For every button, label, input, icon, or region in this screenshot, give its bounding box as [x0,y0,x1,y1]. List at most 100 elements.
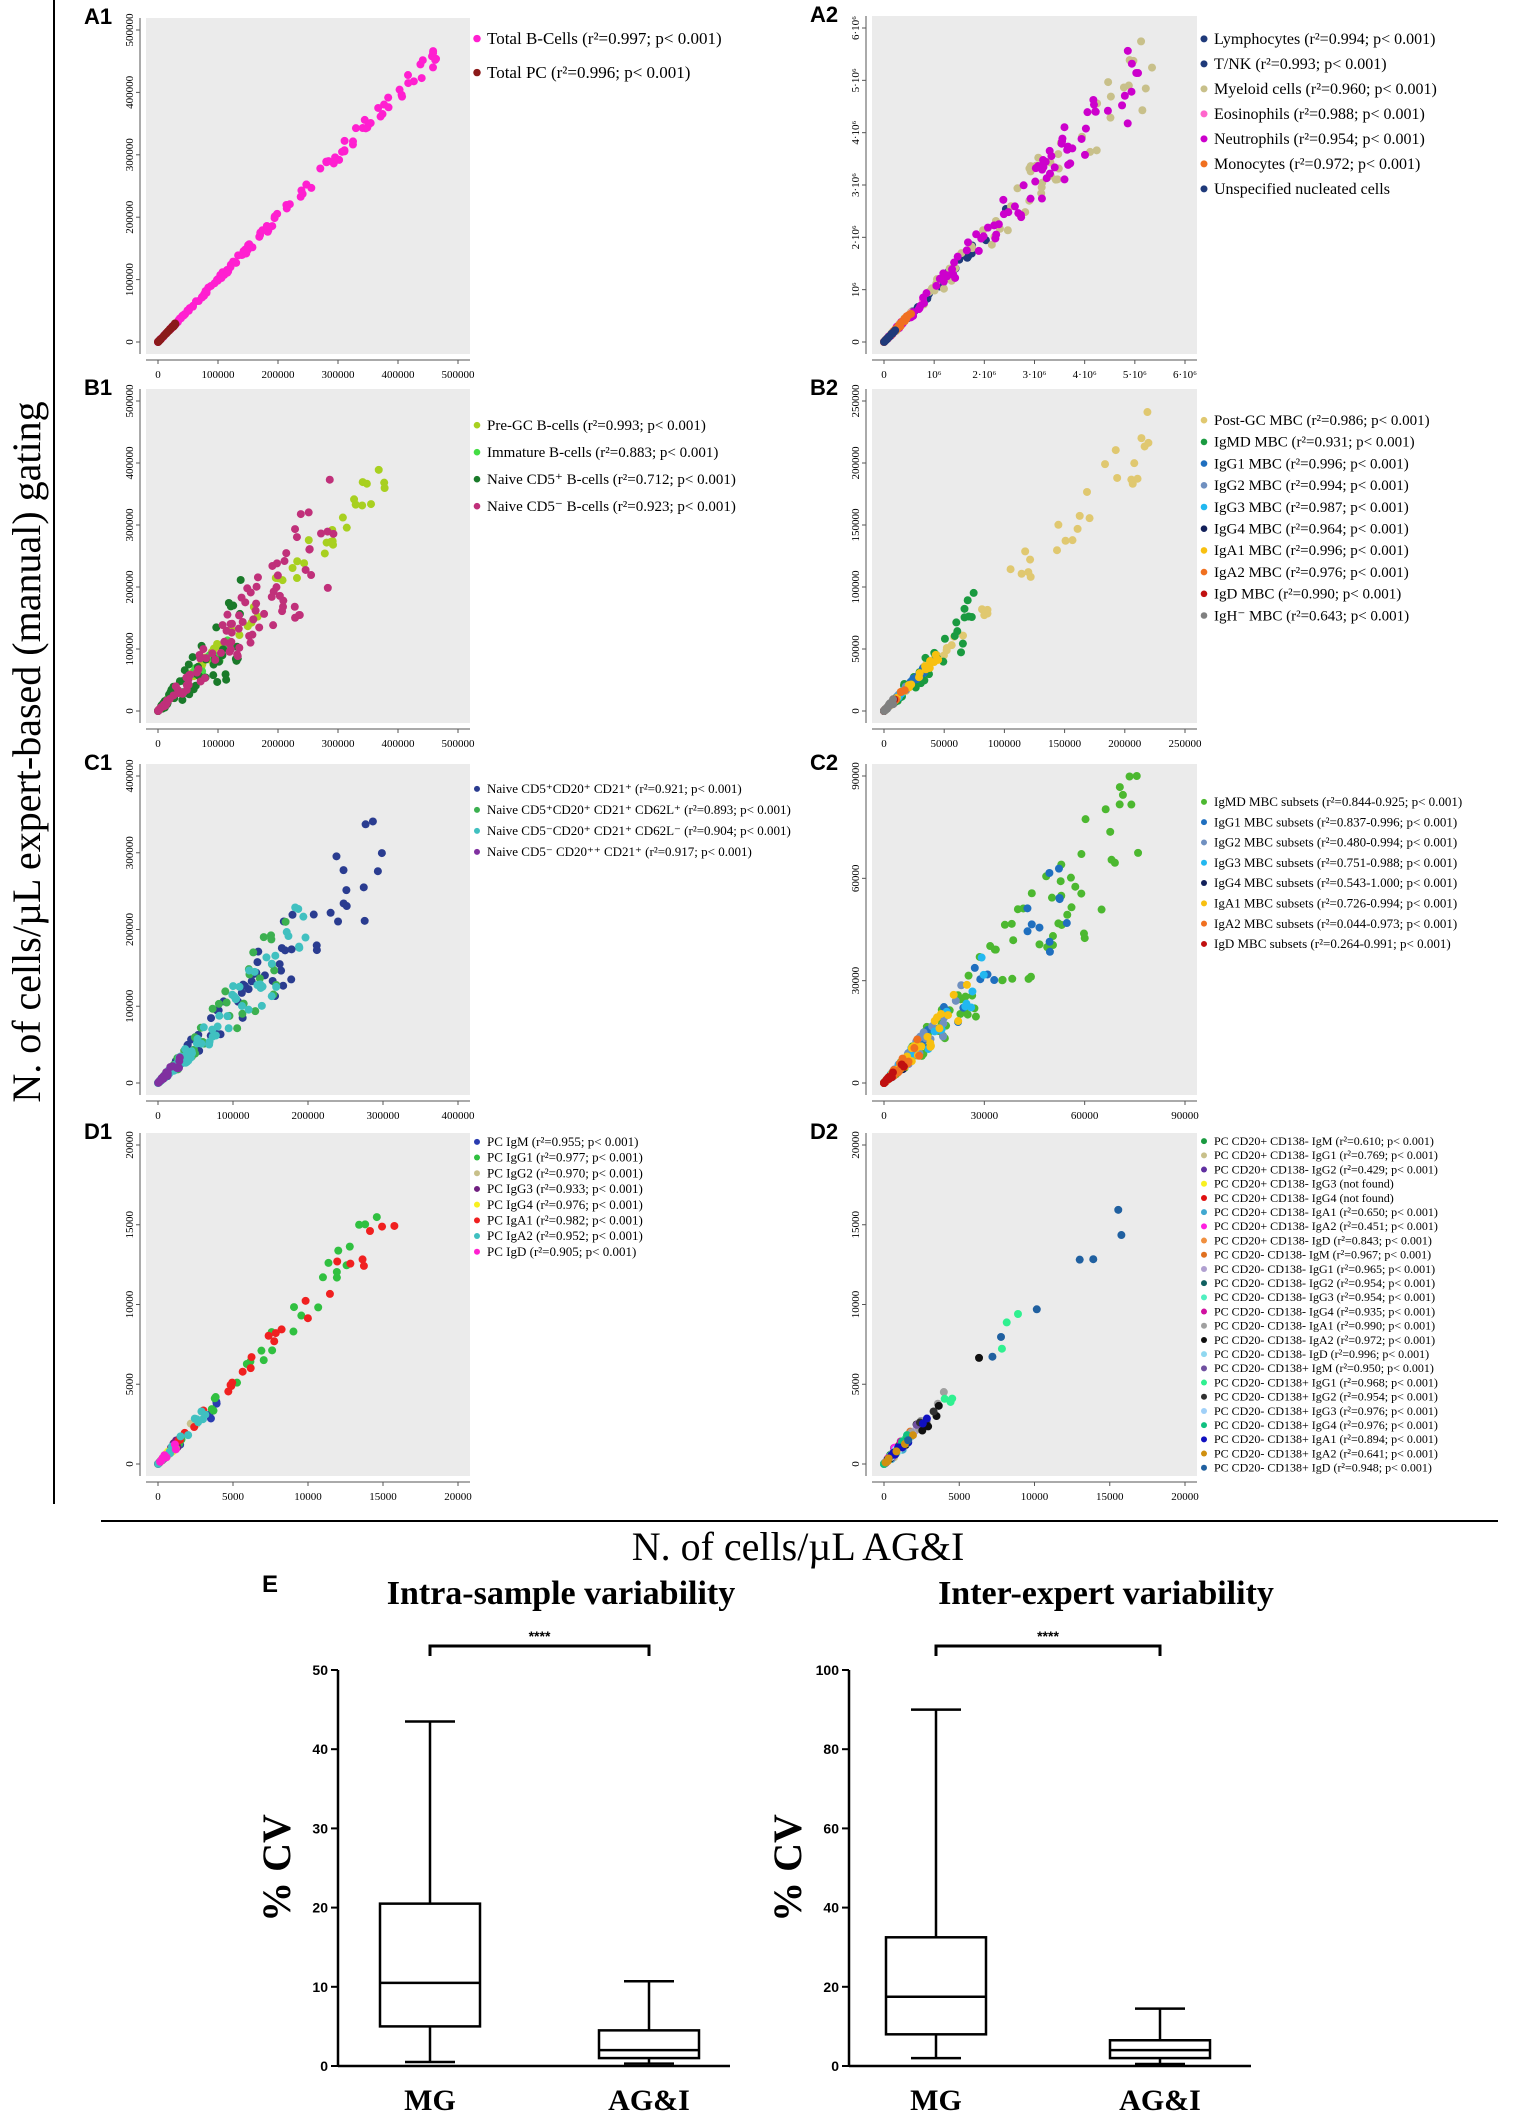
legend-marker [1201,1280,1207,1287]
data-point [904,310,913,319]
legend-marker [1200,160,1208,168]
data-point [1017,569,1026,578]
legend-entry: PC CD20- CD138- IgG1 (r²=0.965; p< 0.001… [1214,1262,1435,1276]
data-point [207,1014,216,1023]
scatter-panel-d1: D1 0 0 5000 5000 10000 10000 15000 15000 20000 200… [84,1119,643,1503]
x-tick-label: 15000 [369,1491,397,1503]
legend-marker [1201,1265,1207,1272]
x-tick-label: 30000 [971,1110,999,1122]
data-point [1083,487,1092,496]
y-tick-label: 50000 [850,635,862,663]
data-point [417,74,426,83]
y-tick-label: 40 [312,1741,328,1757]
data-point [270,212,279,221]
data-point [281,917,290,926]
legend-entry: Monocytes (r²=0.972; p< 0.001) [1214,156,1420,173]
legend-marker [474,785,480,792]
data-point [1031,177,1040,186]
data-point [181,1045,190,1054]
data-point [255,974,264,983]
x-tick-label: 10⁶ [927,369,942,381]
data-point [1063,142,1072,151]
y-tick-label: 0 [124,339,136,345]
data-point [244,1005,253,1014]
x-tick-label: 2·10⁶ [972,369,996,381]
legend-marker [473,475,481,483]
scatter-panel-b1: B1 0 0 100000 100000 200000 200000 300000 300000… [84,375,736,750]
data-point [1027,920,1036,929]
x-tick-label: 100000 [202,369,236,381]
y-axis-label: % CV [254,1814,299,1922]
data-point [1101,460,1110,469]
y-tick-label: 200000 [124,570,136,604]
legend-entry: IgA2 MBC subsets (r²=0.044-0.973; p< 0.0… [1214,916,1457,931]
y-tick-label: 200000 [850,446,862,480]
data-point [282,549,291,558]
data-point [259,1356,268,1365]
data-point [376,112,385,121]
data-point [1137,37,1146,46]
data-point [246,1364,255,1373]
series-6 [880,326,900,346]
data-point [358,1255,367,1264]
legend-entry: Myeloid cells (r²=0.960; p< 0.001) [1214,81,1437,98]
y-tick-label: 500000 [124,13,136,47]
y-tick-label: 5000 [124,1373,136,1396]
data-point [267,592,276,601]
data-point [1026,194,1035,203]
data-point [1054,150,1063,159]
data-point [939,1032,948,1041]
data-point [1068,536,1077,545]
data-point [897,318,906,327]
data-point [908,1431,917,1440]
x-tick-label: 0 [155,369,161,381]
data-point [963,596,972,605]
legend-entry: IgG4 MBC subsets (r²=0.543-1.000; p< 0.0… [1214,875,1457,890]
data-point [295,943,304,952]
data-point [292,574,301,583]
data-point [1127,59,1136,68]
data-point [1120,91,1129,100]
data-point [229,982,238,991]
legend-entry: Lymphocytes (r²=0.994; p< 0.001) [1214,31,1435,48]
data-point [278,607,287,616]
x-tick-label: 0 [881,369,887,381]
y-tick-label: 40 [823,1900,839,1916]
legend-marker [1201,1407,1207,1414]
y-tick-label: 10 [312,1979,328,1995]
legend-entry: PC IgG4 (r²=0.976; p< 0.001) [487,1197,643,1212]
legend-marker [1200,547,1208,554]
legend-marker [474,1248,480,1255]
data-point [320,549,329,558]
data-point [235,631,244,640]
y-tick-label: 500000 [124,384,136,418]
data-point [236,575,245,584]
x-tick-label: 100000 [217,1110,251,1122]
iqr-box [378,1902,482,2028]
data-point [271,951,280,960]
data-point [1106,827,1115,836]
legend-entry: PC IgA1 (r²=0.982; p< 0.001) [487,1213,643,1228]
data-point [201,1410,210,1419]
legend-marker [1200,135,1208,143]
data-point [184,1431,193,1440]
legend-entry: PC CD20+ CD138- IgM (r²=0.610; p< 0.001) [1214,1134,1434,1148]
y-tick-label: 10⁶ [850,282,862,297]
legend-entry: IgG1 MBC subsets (r²=0.837-0.996; p< 0.0… [1214,814,1457,829]
legend-entry: IgG3 MBC subsets (r²=0.751-0.988; p< 0.0… [1214,855,1457,870]
y-tick-label: 400000 [124,75,136,109]
legend-entry: IgG1 MBC (r²=0.996; p< 0.001) [1214,456,1409,472]
data-point [1002,1318,1011,1327]
data-point [178,695,187,704]
x-tick-label: 200000 [262,738,296,750]
data-point [926,1042,935,1051]
data-point [884,333,893,342]
data-point [200,674,209,683]
data-point [170,1440,179,1449]
data-point [334,917,343,926]
y-tick-label: 300000 [124,508,136,542]
legend-entry: Total PC (r²=0.996; p< 0.001) [487,63,690,82]
legend-entry: PC IgD (r²=0.905; p< 0.001) [487,1244,636,1259]
x-tick-label: 5·10⁶ [1123,369,1147,381]
data-point [309,910,318,919]
